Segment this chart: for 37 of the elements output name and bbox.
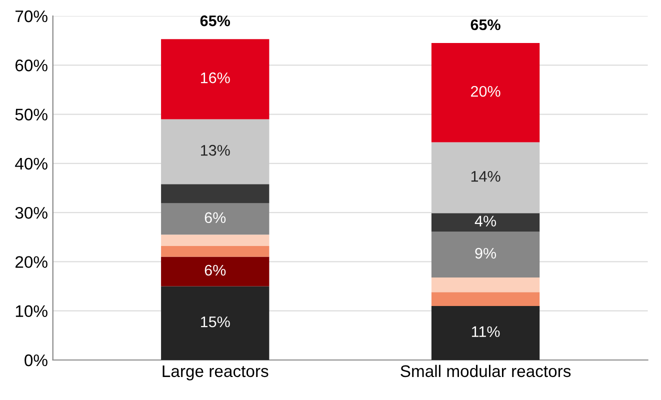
bar — [431, 306, 540, 360]
y-tick-label: 30% — [15, 206, 48, 219]
bar — [161, 203, 270, 235]
bar — [161, 184, 270, 204]
data-label: 4% — [474, 216, 496, 226]
total-label: 65% — [200, 15, 230, 26]
y-tick-label: 40% — [15, 158, 48, 170]
bar — [161, 246, 270, 257]
bar — [161, 234, 270, 246]
y-tick-label: 0% — [24, 354, 48, 366]
data-label: 6% — [204, 212, 226, 224]
data-label: 15% — [201, 316, 230, 328]
bar — [161, 119, 270, 184]
data-label: 6% — [204, 264, 226, 276]
bar — [431, 292, 540, 306]
y-tick-label: 20% — [16, 256, 48, 268]
data-label: 16% — [201, 72, 230, 84]
bar — [161, 39, 270, 120]
data-label: 14% — [471, 171, 500, 182]
x-tick-label: Small modular reactors — [400, 364, 571, 378]
bar — [431, 232, 540, 278]
bar — [161, 286, 270, 360]
bar — [431, 142, 540, 214]
total-label: 65% — [470, 19, 500, 30]
y-tick-label: 10% — [16, 305, 48, 318]
bar — [431, 43, 540, 142]
data-label: 11% — [472, 326, 500, 338]
data-label: 20% — [471, 86, 500, 97]
bar — [161, 256, 270, 286]
bar — [431, 277, 540, 292]
x-tick-label: Large reactors — [162, 365, 268, 380]
y-tick-label: 60% — [16, 60, 48, 72]
y-tick-label: 70% — [16, 10, 48, 22]
bar — [431, 213, 540, 232]
y-tick-label: 50% — [15, 108, 48, 120]
data-label: 13% — [201, 144, 230, 156]
data-label: 9% — [475, 248, 496, 259]
